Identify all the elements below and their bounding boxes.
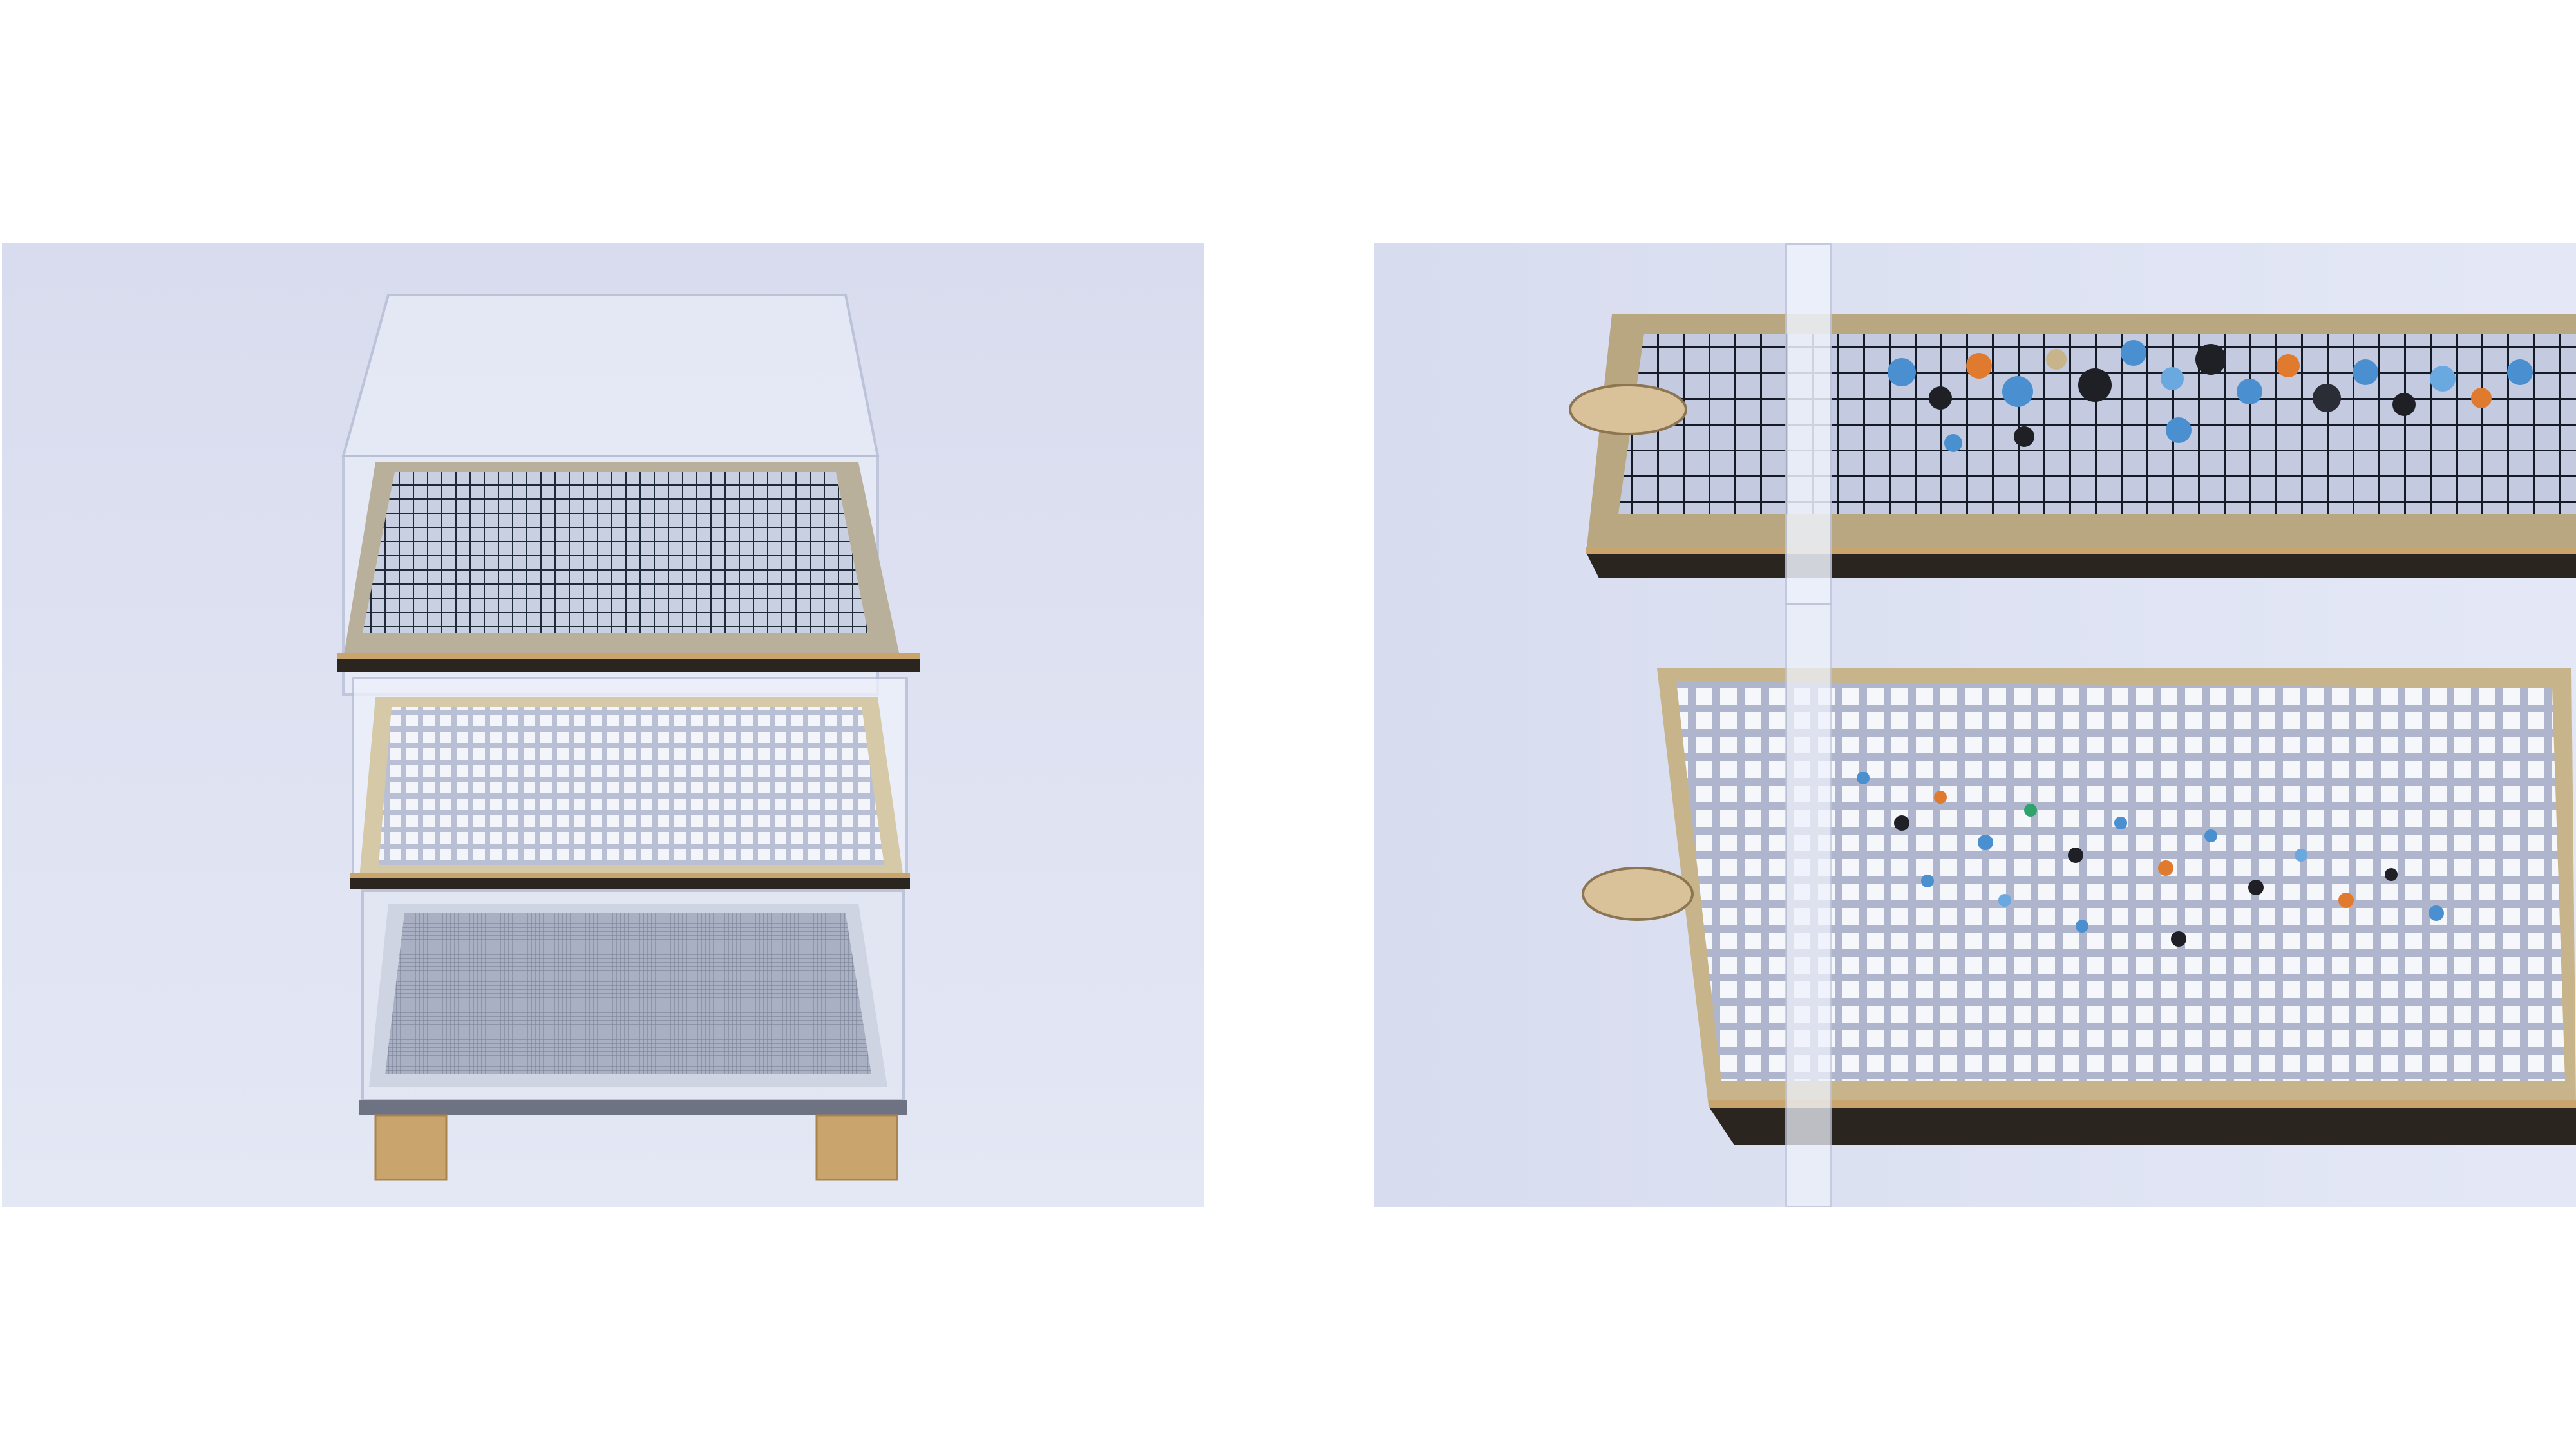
tray-bottom <box>359 889 907 1115</box>
plastic-fragments-upper <box>1888 340 2533 452</box>
wood-foot-left <box>374 1114 448 1181</box>
tray-frame-bottom <box>359 1100 907 1115</box>
plastic-fragments-lower <box>1857 772 2444 947</box>
photo-left-stacked-sieve <box>2 243 1204 1207</box>
sieve-closeup-illustration <box>1374 243 2576 1207</box>
tray-frame-middle <box>350 878 910 889</box>
tray-middle <box>350 677 910 889</box>
tray-frame-upper <box>1586 553 2576 578</box>
tray-top <box>337 294 920 696</box>
clamp-tab-lower <box>1582 867 1694 921</box>
photo-right-sieve-closeup <box>1374 243 2576 1207</box>
tray-upper-closeup <box>1569 243 2576 605</box>
wood-foot-right <box>815 1114 898 1181</box>
tray-lower-closeup <box>1582 603 2576 1207</box>
tray-frame-top <box>337 659 920 672</box>
tray-frame-lower <box>1709 1106 2576 1145</box>
acrylic-post <box>1785 243 1832 605</box>
stacked-sieve-illustration <box>2 243 1204 1207</box>
clamp-tab-upper <box>1569 384 1687 435</box>
